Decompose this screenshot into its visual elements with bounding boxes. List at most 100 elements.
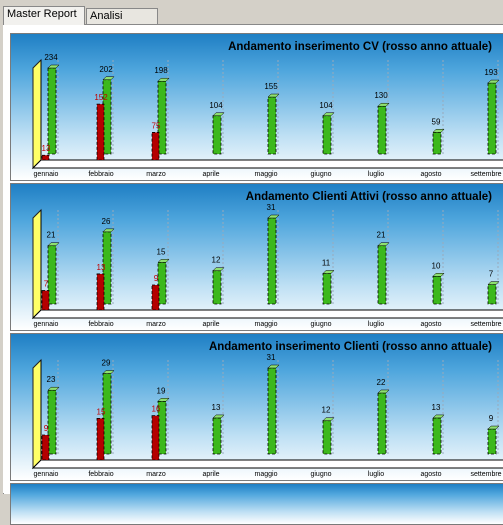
bar-current-year xyxy=(41,290,50,311)
tick-label: settembre xyxy=(470,471,501,478)
bar-current-year xyxy=(96,103,105,161)
data-label-current: 9 xyxy=(154,274,159,283)
data-label-current: 152 xyxy=(94,93,108,102)
data-label-previous: 12 xyxy=(212,256,221,265)
bar-top xyxy=(377,389,390,394)
tick-label: agosto xyxy=(420,321,441,328)
bar-previous-year xyxy=(432,275,442,305)
data-label-previous: 234 xyxy=(44,53,58,62)
bar-previous-year xyxy=(322,115,332,155)
chart-title: Andamento inserimento CV (rosso anno att… xyxy=(228,41,492,53)
bar-previous-year xyxy=(377,105,387,155)
data-label-previous: 7 xyxy=(489,270,494,279)
bar-current-year xyxy=(151,415,160,461)
bar-previous-year xyxy=(212,115,222,155)
bar-top xyxy=(322,270,335,274)
bar-previous-year xyxy=(47,389,57,455)
data-label-previous: 193 xyxy=(484,68,498,77)
data-label-previous: 13 xyxy=(212,403,221,412)
data-label-previous: 12 xyxy=(322,406,331,415)
tick-label: luglio xyxy=(368,321,384,328)
chart-inserimento-clienti: gennaio 23 9 febbraio 29 15 marzo 19 16 aprile 13 m… xyxy=(31,353,503,478)
tick-label: maggio xyxy=(255,471,278,478)
tick-label: gennaio xyxy=(34,471,59,478)
bar-top xyxy=(322,417,335,421)
tick-label: giugno xyxy=(310,471,331,478)
data-label-previous: 15 xyxy=(157,247,166,256)
bar-top xyxy=(102,370,115,374)
tab-master-report[interactable]: Master Report xyxy=(3,6,85,25)
data-label-previous: 26 xyxy=(102,217,111,226)
bar-previous-year xyxy=(157,261,167,305)
bar-previous-year xyxy=(487,82,497,155)
tick-label: marzo xyxy=(146,471,166,478)
bar-top xyxy=(47,64,60,69)
tick-label: luglio xyxy=(368,171,384,178)
bar-current-year xyxy=(41,154,50,161)
tick-label: febbraio xyxy=(88,321,113,328)
data-label-current: 16 xyxy=(152,405,161,414)
data-label-previous: 202 xyxy=(99,65,113,74)
tick-label: marzo xyxy=(146,171,166,178)
bar-previous-year xyxy=(267,367,277,455)
bar-previous-year xyxy=(322,273,332,305)
bar-previous-year xyxy=(47,67,57,155)
data-label-previous: 21 xyxy=(377,231,386,240)
chart-floor xyxy=(31,459,503,469)
bar-top xyxy=(432,273,445,277)
bar-previous-year xyxy=(267,217,277,305)
tab-bar: Master Report Analisi Utenti xyxy=(0,0,503,37)
tick-label: luglio xyxy=(368,471,384,478)
bar-top xyxy=(47,386,60,391)
tick-label: maggio xyxy=(255,171,278,178)
chart-clienti-attivi: gennaio 21 7 febbraio 26 13 marzo 15 9 aprile 12 ma… xyxy=(31,203,503,328)
data-label-previous: 19 xyxy=(157,386,166,395)
bar-current-year xyxy=(41,434,50,461)
bar-top xyxy=(212,414,225,419)
bar-top xyxy=(102,228,115,233)
data-label-current: 13 xyxy=(42,144,51,153)
bar-previous-year xyxy=(157,80,167,155)
bar-top xyxy=(267,364,280,369)
tab-analisi-utenti[interactable]: Analisi Utenti xyxy=(86,8,158,37)
data-label-previous: 104 xyxy=(209,101,223,110)
bar-top xyxy=(377,102,390,107)
bar-current-year xyxy=(151,284,160,311)
bar-previous-year xyxy=(102,373,112,455)
data-label-previous: 11 xyxy=(322,258,331,267)
tick-label: giugno xyxy=(310,321,331,328)
bar-top xyxy=(157,398,170,402)
bar-top xyxy=(267,93,280,98)
data-label-previous: 130 xyxy=(374,91,388,100)
tick-label: giugno xyxy=(310,171,331,178)
tick-label: febbraio xyxy=(88,171,113,178)
bar-previous-year xyxy=(102,231,112,305)
chart-wall xyxy=(32,208,42,320)
data-label-previous: 29 xyxy=(102,359,111,368)
bar-previous-year xyxy=(377,245,387,305)
data-label-current: 13 xyxy=(97,263,106,272)
chart-panel-clienti-attivi: Andamento Clienti Attivi (rosso anno att… xyxy=(10,183,503,331)
data-label-current: 75 xyxy=(152,121,161,130)
tick-label: gennaio xyxy=(34,171,59,178)
bar-previous-year xyxy=(432,131,442,155)
chart-panel-inserimento-clienti: Andamento inserimento Clienti (rosso ann… xyxy=(10,333,503,481)
bar-top xyxy=(157,259,170,263)
bar-top xyxy=(487,425,500,430)
chart-panel-cv: Andamento inserimento CV (rosso anno att… xyxy=(10,33,503,181)
bar-current-year xyxy=(96,273,105,311)
bar-current-year xyxy=(151,132,160,161)
tick-label: settembre xyxy=(470,171,501,178)
bar-previous-year xyxy=(322,420,332,455)
bar-top xyxy=(432,129,445,133)
bar-top xyxy=(212,267,225,271)
tick-label: marzo xyxy=(146,321,166,328)
bar-current-year xyxy=(96,417,105,461)
data-label-previous: 13 xyxy=(432,403,441,412)
bar-top xyxy=(267,214,280,219)
data-label-previous: 31 xyxy=(267,353,276,362)
data-label-previous: 22 xyxy=(377,378,386,387)
tick-label: gennaio xyxy=(34,321,59,328)
bar-top xyxy=(47,242,60,246)
data-label-previous: 104 xyxy=(319,101,333,110)
